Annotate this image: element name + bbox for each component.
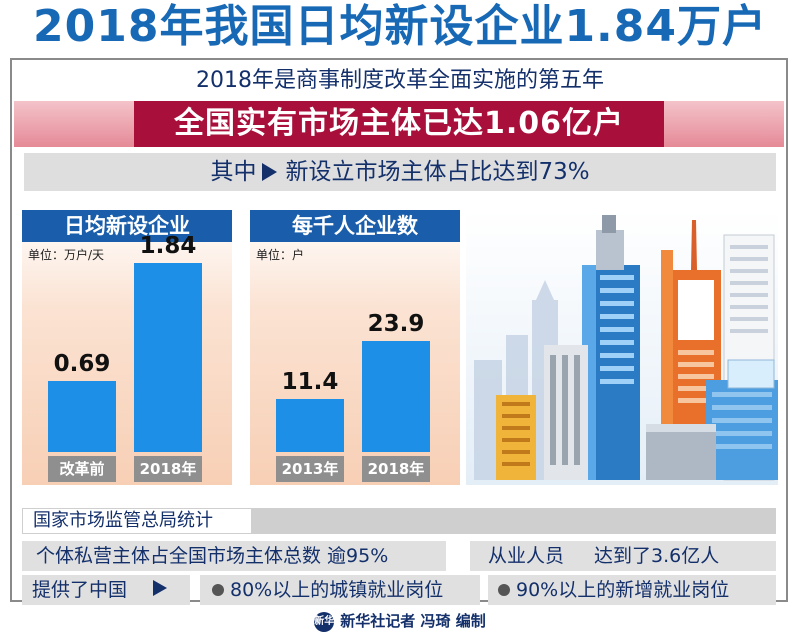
highlight-text: 新设立市场主体占比达到73% xyxy=(285,159,590,185)
page-title: 2018年我国日均新设企业1.84万户 xyxy=(32,1,768,52)
fact-employment-label: 从业人员 xyxy=(488,545,565,567)
bar-1 xyxy=(362,341,430,452)
subtitle: 2018年是商事制度改革全面实施的第五年 xyxy=(196,68,604,93)
chart-title-per-thousand: 每千人企业数 xyxy=(250,210,460,242)
fact-private-share: 个体私营主体占全国市场主体总数 逾95% xyxy=(22,541,446,571)
chart-unit-per-thousand: 单位：户 xyxy=(256,248,305,262)
fact-employment-value: 达到了3.6亿人 xyxy=(594,545,720,567)
fact-new-jobs: 90%以上的新增就业岗位 xyxy=(488,575,776,605)
highlight-prefix: 其中 xyxy=(210,159,257,185)
city-buildings-illustration xyxy=(466,210,778,485)
bar-value-label: 11.4 xyxy=(281,369,339,395)
category-label: 改革前 xyxy=(48,456,116,482)
xinhua-logo-icon: 新华 xyxy=(314,611,335,632)
chart-unit-daily-new: 单位：万户/天 xyxy=(28,248,105,262)
bar-value-label: 1.84 xyxy=(139,233,197,259)
highlight-bar: 其中 新设立市场主体占比达到73% xyxy=(24,153,776,191)
bar-value-label: 23.9 xyxy=(367,311,425,337)
category-label: 2018年 xyxy=(362,456,430,482)
fact-new-jobs-text: 90%以上的新增就业岗位 xyxy=(516,579,730,601)
fact-employment: 从业人员 达到了3.6亿人 xyxy=(470,541,776,571)
credit-line: 新华 新华社记者 冯琦 编制 xyxy=(0,608,800,634)
category-label: 2013年 xyxy=(276,456,344,482)
source-label: 国家市场监管总局统计 xyxy=(22,508,252,534)
chart-title-daily-new: 日均新设企业 xyxy=(22,210,232,242)
category-label: 2018年 xyxy=(134,456,202,482)
fact-provides: 提供了中国 xyxy=(22,575,190,605)
bar-value-label: 0.69 xyxy=(53,351,111,377)
triangle-arrow-icon xyxy=(153,580,168,596)
fact-provides-label: 提供了中国 xyxy=(32,579,128,601)
fact-urban-jobs-text: 80%以上的城镇就业岗位 xyxy=(230,579,444,601)
headline-banner: 全国实有市场主体已达1.06亿户 xyxy=(134,101,664,147)
bullet-dot-icon xyxy=(498,584,510,596)
bar-0 xyxy=(48,381,116,452)
bar-0 xyxy=(276,399,344,452)
credit-text: 新华社记者 冯琦 编制 xyxy=(340,612,486,630)
triangle-arrow-icon xyxy=(262,163,278,181)
bullet-dot-icon xyxy=(212,584,224,596)
bar-1 xyxy=(134,263,202,452)
fact-urban-jobs: 80%以上的城镇就业岗位 xyxy=(200,575,480,605)
